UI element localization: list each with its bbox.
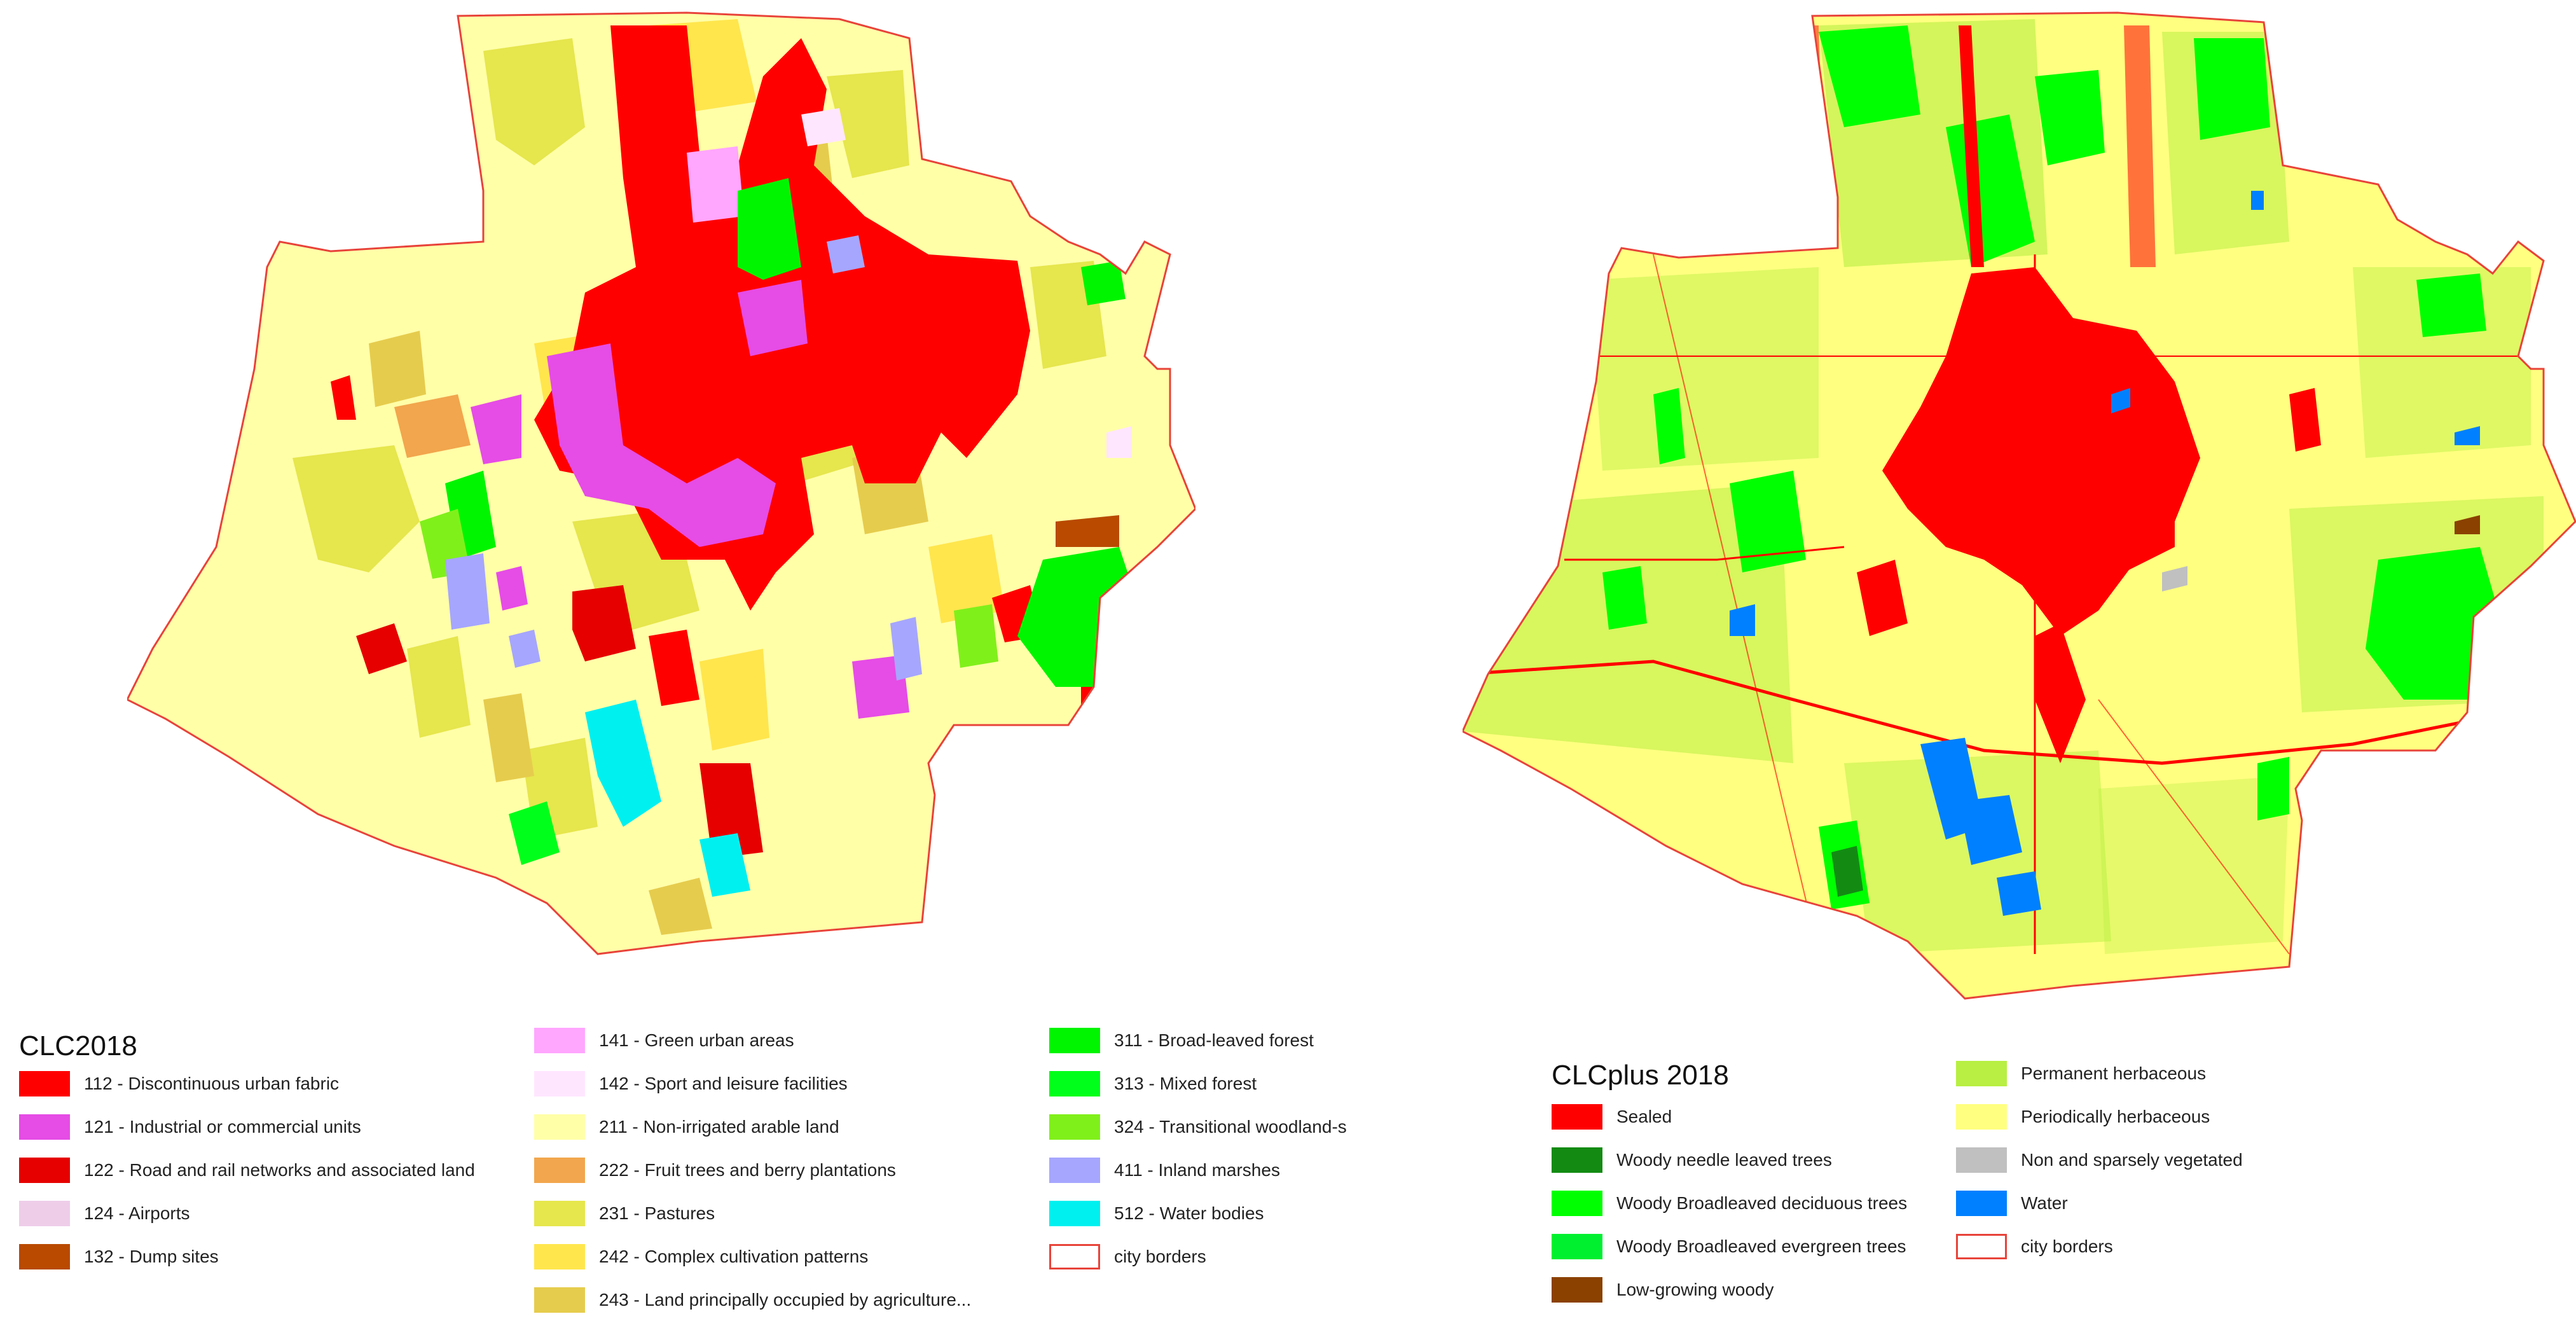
legend-label: 242 - Complex cultivation patterns — [599, 1247, 869, 1266]
legend-label: 231 - Pastures — [599, 1203, 715, 1223]
legend-swatch — [1552, 1191, 1602, 1216]
legend-swatch — [19, 1114, 70, 1140]
clc2018-land-cover — [127, 13, 1195, 954]
legend-label: Periodically herbaceous — [2021, 1107, 2210, 1126]
legend-item-311: 311 - Broad-leaved forest — [1049, 1027, 1314, 1055]
legend-swatch — [1956, 1147, 2007, 1173]
legend-item-324: 324 - Transitional woodland-s — [1049, 1113, 1347, 1141]
legend-label: Woody Broadleaved deciduous trees — [1616, 1193, 1908, 1213]
legend-label: 411 - Inland marshes — [1114, 1160, 1280, 1180]
legend-swatch — [1956, 1234, 2007, 1259]
legend-item-142: 142 - Sport and leisure facilities — [534, 1070, 848, 1098]
legend-label: 142 - Sport and leisure facilities — [599, 1074, 848, 1093]
legend-item-512: 512 - Water bodies — [1049, 1200, 1264, 1228]
legend-item-water: Water — [1956, 1189, 2068, 1217]
clcplus-land-cover — [1463, 13, 2575, 999]
city-border — [1463, 11, 2576, 1000]
legend-swatch — [1956, 1191, 2007, 1216]
legend-label: Permanent herbaceous — [2021, 1063, 2207, 1083]
legend-item-124: 124 - Airports — [19, 1200, 190, 1228]
legend-swatch — [1956, 1104, 2007, 1130]
legend-label: 324 - Transitional woodland-s — [1114, 1117, 1347, 1137]
legend-item-city-borders: city borders — [1049, 1243, 1206, 1271]
legend-swatch — [1049, 1071, 1100, 1096]
legend-swatch — [1552, 1147, 1602, 1173]
legend-swatch — [534, 1158, 585, 1183]
legend-item-woody-needle-leaved: Woody needle leaved trees — [1552, 1146, 1832, 1174]
legend-label: 243 - Land principally occupied by agric… — [599, 1290, 972, 1310]
legend-label: 512 - Water bodies — [1114, 1203, 1264, 1223]
legend-swatch — [19, 1071, 70, 1096]
legend-item-132: 132 - Dump sites — [19, 1243, 219, 1271]
legend-label: Non and sparsely vegetated — [2021, 1150, 2243, 1170]
legend-label: Low-growing woody — [1616, 1280, 1774, 1299]
legend-swatch — [1049, 1244, 1100, 1269]
legend-item-211: 211 - Non-irrigated arable land — [534, 1113, 839, 1141]
legend-item-permanent-herbaceous: Permanent herbaceous — [1956, 1060, 2206, 1088]
legend-item-112: 112 - Discontinuous urban fabric — [19, 1070, 339, 1098]
legend-label: 141 - Green urban areas — [599, 1030, 794, 1050]
legend-title-clc2018: CLC2018 — [19, 1030, 137, 1062]
legend-item-122: 122 - Road and rail networks and associa… — [19, 1156, 475, 1184]
legend-title-clcplus-2018: CLCplus 2018 — [1552, 1060, 1729, 1091]
legend-item-121: 121 - Industrial or commercial units — [19, 1113, 361, 1141]
legend-item-313: 313 - Mixed forest — [1049, 1070, 1257, 1098]
legend-swatch — [534, 1071, 585, 1096]
legend-swatch — [1049, 1158, 1100, 1183]
legend-swatch — [19, 1244, 70, 1269]
legend-label: Water — [2021, 1193, 2068, 1213]
legend-item-woody-broadleaved-deciduous: Woody Broadleaved deciduous trees — [1552, 1189, 1907, 1217]
legend-item-woody-broadleaved-evergreen: Woody Broadleaved evergreen trees — [1552, 1233, 1906, 1261]
legend-item-243: 243 - Land principally occupied by agric… — [534, 1286, 971, 1314]
legend-label: 313 - Mixed forest — [1114, 1074, 1257, 1093]
legend-swatch — [534, 1287, 585, 1313]
legend-swatch — [1956, 1061, 2007, 1086]
legend-item-low-growing-woody: Low-growing woody — [1552, 1276, 1774, 1304]
legend-swatch — [1049, 1201, 1100, 1226]
legend-swatch — [1049, 1028, 1100, 1053]
legend-item-sealed: Sealed — [1552, 1103, 1672, 1131]
legend-item-411: 411 - Inland marshes — [1049, 1156, 1280, 1184]
legend-item-city-borders: city borders — [1956, 1233, 2113, 1261]
legend-label: 132 - Dump sites — [84, 1247, 219, 1266]
legend-swatch — [534, 1201, 585, 1226]
legend-swatch — [1552, 1277, 1602, 1303]
legend-swatch — [534, 1028, 585, 1053]
legend-label: 311 - Broad-leaved forest — [1114, 1030, 1314, 1050]
legend-label: 124 - Airports — [84, 1203, 190, 1223]
legend-item-periodically-herbaceous: Periodically herbaceous — [1956, 1103, 2210, 1131]
legend-label: 122 - Road and rail networks and associa… — [84, 1160, 475, 1180]
legend-swatch — [1552, 1234, 1602, 1259]
legend-label: Woody Broadleaved evergreen trees — [1616, 1236, 1906, 1256]
legend-label: 121 - Industrial or commercial units — [84, 1117, 361, 1137]
legend-item-141: 141 - Green urban areas — [534, 1027, 794, 1055]
city-border — [127, 11, 1195, 955]
legend-label: Sealed — [1616, 1107, 1672, 1126]
clc2018-map — [127, 11, 1195, 955]
legend-label: city borders — [1114, 1247, 1206, 1266]
legend-item-222: 222 - Fruit trees and berry plantations — [534, 1156, 896, 1184]
legend-item-231: 231 - Pastures — [534, 1200, 715, 1228]
legend-label: 112 - Discontinuous urban fabric — [84, 1074, 340, 1093]
legend-swatch — [1552, 1104, 1602, 1130]
legend-swatch — [1049, 1114, 1100, 1140]
legend-label: 211 - Non-irrigated arable land — [599, 1117, 839, 1137]
legend-label: Woody needle leaved trees — [1616, 1150, 1832, 1170]
legend-item-242: 242 - Complex cultivation patterns — [534, 1243, 868, 1271]
legend-swatch — [19, 1158, 70, 1183]
legend-label: 222 - Fruit trees and berry plantations — [599, 1160, 896, 1180]
legend-swatch — [534, 1114, 585, 1140]
clcplus-2018-map — [1463, 11, 2576, 1000]
legend-swatch — [534, 1244, 585, 1269]
legend-item-non-sparsely-vegetated: Non and sparsely vegetated — [1956, 1146, 2243, 1174]
legend-label: city borders — [2021, 1236, 2113, 1256]
legend-swatch — [19, 1201, 70, 1226]
